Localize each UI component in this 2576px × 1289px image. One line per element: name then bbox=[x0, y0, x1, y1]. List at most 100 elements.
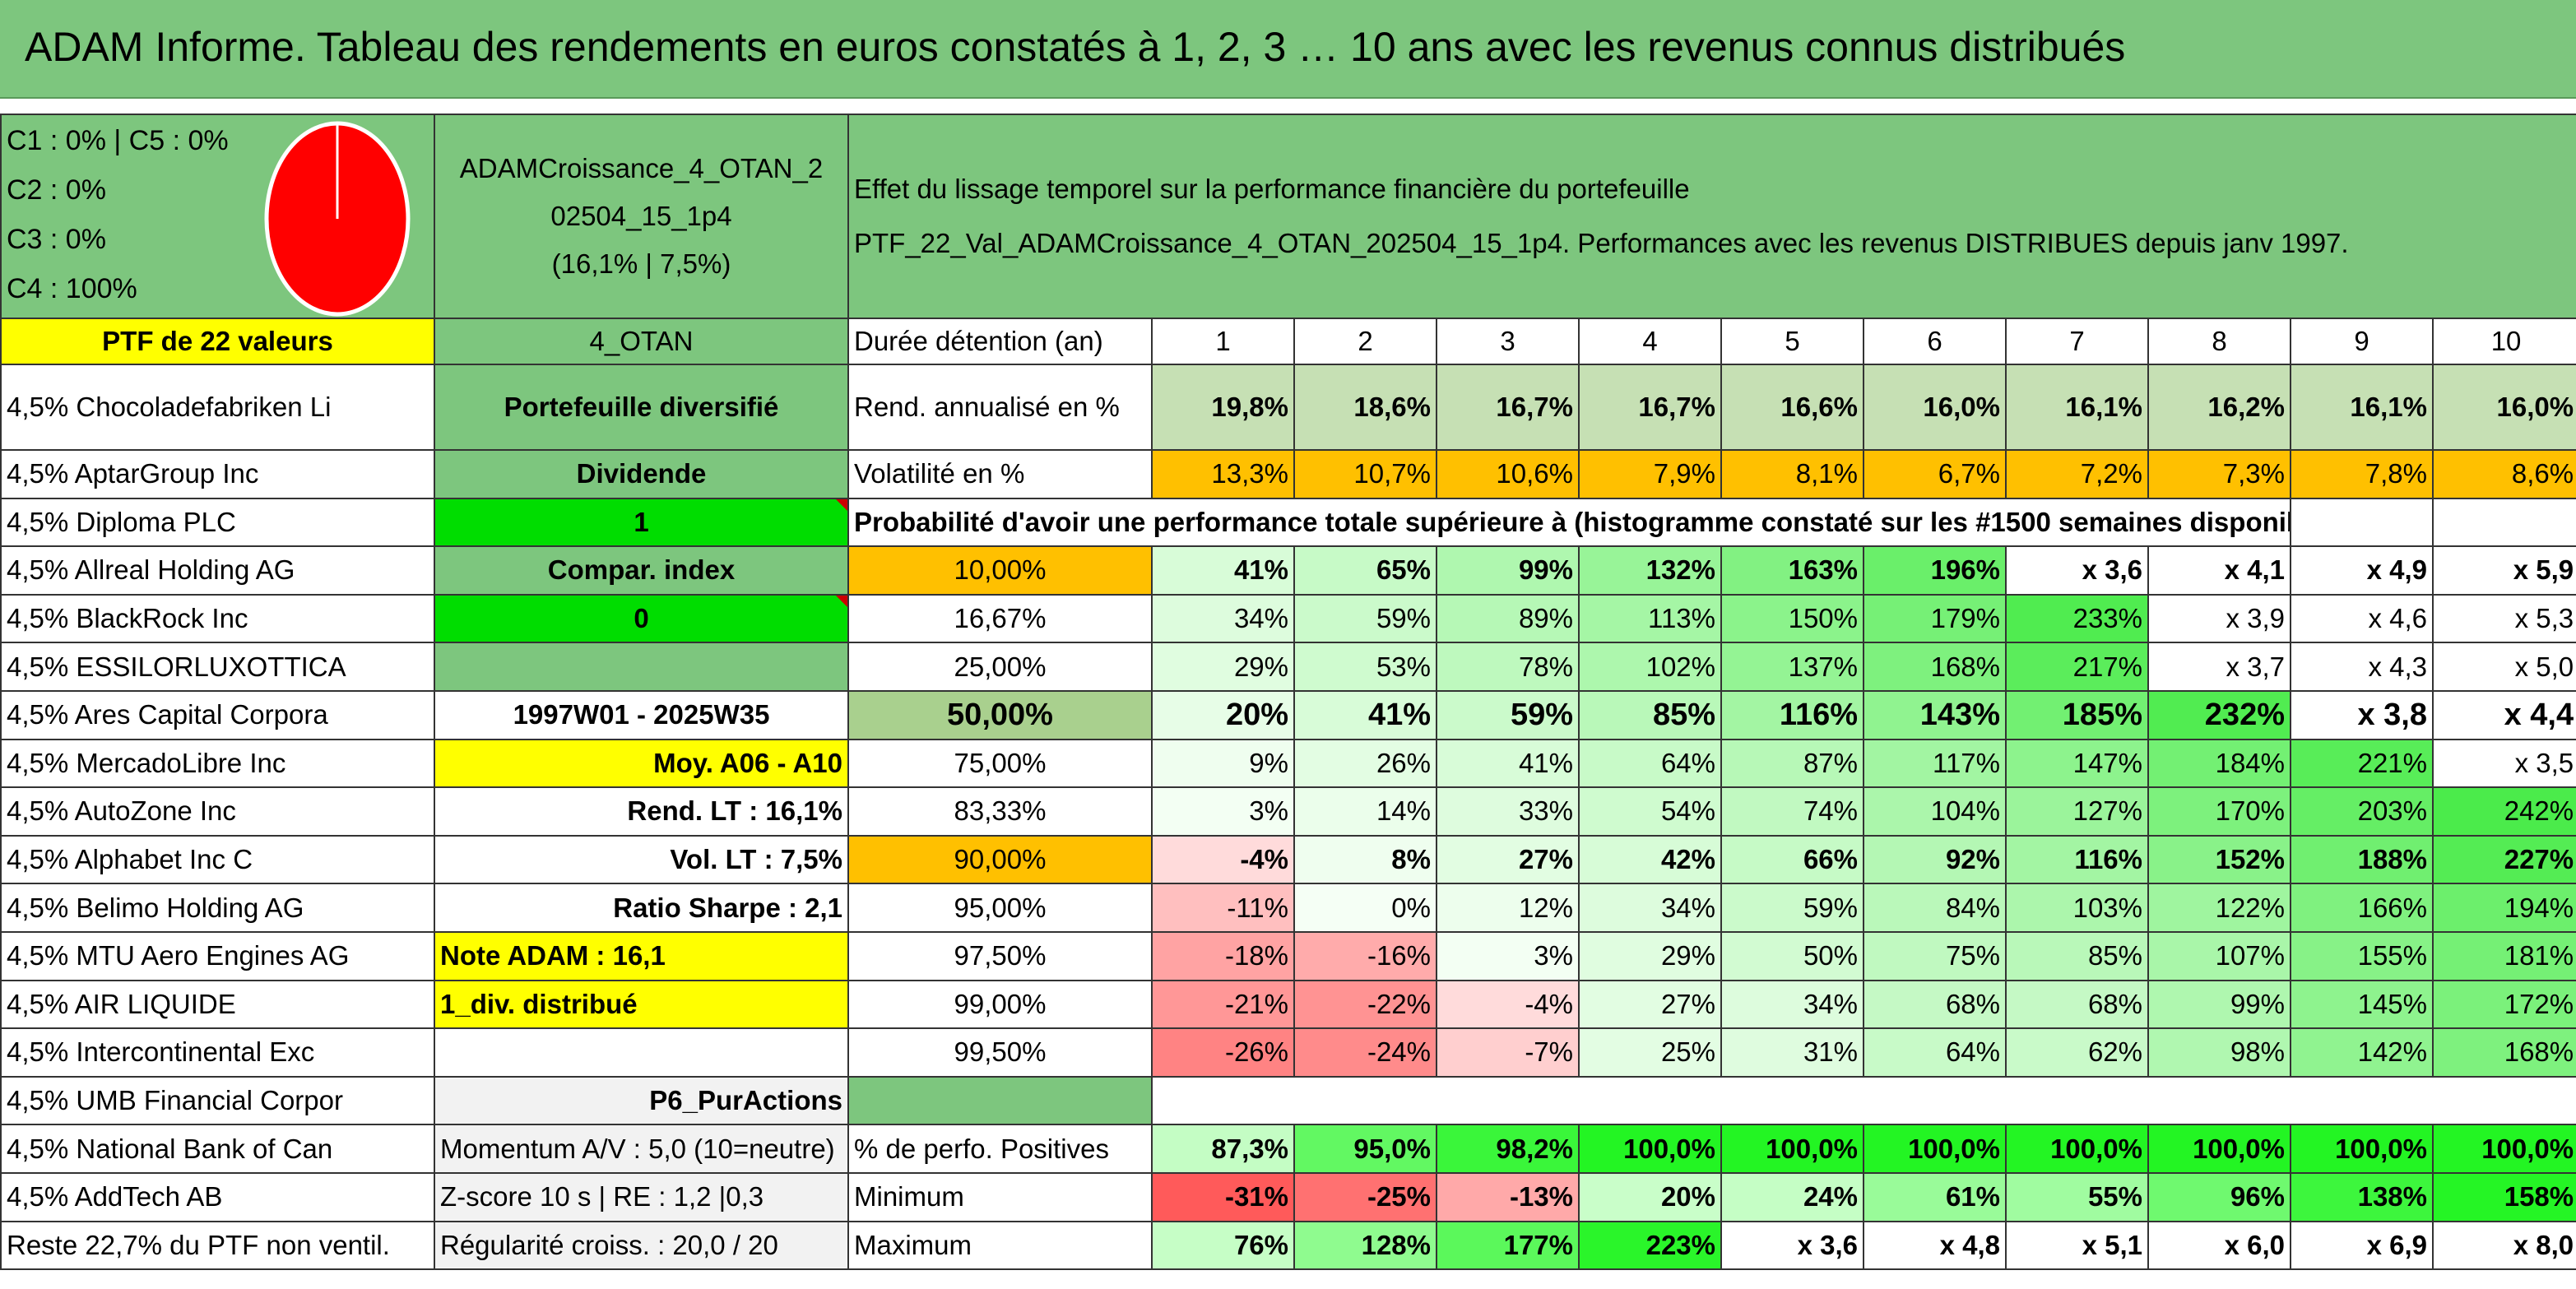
probability-value: x 3,6 bbox=[2005, 545, 2149, 596]
rend-value: 19,8% bbox=[1151, 364, 1295, 451]
positive-perf-value: 98,2% bbox=[1436, 1124, 1580, 1174]
probability-value: 98% bbox=[2147, 1027, 2291, 1078]
holding-name: 4,5% BlackRock Inc bbox=[0, 593, 435, 644]
year-header: 9 bbox=[2290, 318, 2434, 365]
holding-name: 4,5% MTU Aero Engines AG bbox=[0, 930, 435, 981]
probability-value: 242% bbox=[2431, 786, 2576, 837]
probability-value: 50% bbox=[1720, 930, 1864, 981]
holding-row: 4,5% AddTech AB Z-score 10 s | RE : 1,2 |… bbox=[0, 1171, 2576, 1222]
probability-value: 122% bbox=[2147, 883, 2291, 933]
probability-threshold: 83,33% bbox=[847, 786, 1153, 837]
probability-value: 66% bbox=[1720, 834, 1864, 885]
legend-line-c3: C3 : 0% bbox=[7, 224, 106, 255]
probability-value: 152% bbox=[2147, 834, 2291, 885]
probability-value: 59% bbox=[1720, 883, 1864, 933]
probability-value: 142% bbox=[2290, 1027, 2434, 1078]
probability-value: 137% bbox=[1720, 642, 1864, 692]
info-cell: 0 bbox=[434, 593, 849, 644]
probability-value: 34% bbox=[1578, 883, 1722, 933]
rend-value: 16,0% bbox=[1863, 364, 2007, 451]
probability-value: 181% bbox=[2431, 930, 2576, 981]
rend-value: 16,2% bbox=[2147, 364, 2291, 451]
volatility-value: 7,8% bbox=[2290, 449, 2434, 499]
probability-value: 74% bbox=[1720, 786, 1864, 837]
positive-perf-value: 100,0% bbox=[1578, 1124, 1722, 1174]
probability-value: x 4,4 bbox=[2431, 689, 2576, 740]
minimum-value: 24% bbox=[1720, 1171, 1864, 1222]
portfolio-name-line2: 02504_15_1p4 bbox=[550, 201, 732, 231]
rend-value: 16,1% bbox=[2005, 364, 2149, 451]
holding-name: 4,5% Ares Capital Corpora bbox=[0, 689, 435, 740]
minimum-value: 96% bbox=[2147, 1171, 2291, 1222]
duration-header-row: PTF de 22 valeurs 4_OTAN Durée détention (… bbox=[0, 318, 2576, 365]
probability-threshold: 50,00% bbox=[847, 689, 1153, 740]
probability-value: 31% bbox=[1720, 1027, 1864, 1078]
probability-value: 145% bbox=[2290, 979, 2434, 1030]
info-cell bbox=[434, 642, 849, 692]
probability-threshold: 16,67% bbox=[847, 593, 1153, 644]
probability-value: 27% bbox=[1436, 834, 1580, 885]
probability-value: 143% bbox=[1863, 689, 2007, 740]
positive-perf-value: 100,0% bbox=[2431, 1124, 2576, 1174]
probability-value: 168% bbox=[1863, 642, 2007, 692]
probability-value: 116% bbox=[1720, 689, 1864, 740]
rend-value: 16,6% bbox=[1720, 364, 1864, 451]
probability-value: 8% bbox=[1293, 834, 1437, 885]
portfolio-stats: (16,1% | 7,5%) bbox=[551, 248, 731, 279]
probability-value: 103% bbox=[2005, 883, 2149, 933]
probability-value: 188% bbox=[2290, 834, 2434, 885]
probability-value: 84% bbox=[1863, 883, 2007, 933]
holding-row: 4,5% Chocoladefabriken Li Portefeuille di… bbox=[0, 364, 2576, 451]
maximum-value: 76% bbox=[1151, 1220, 1295, 1271]
info-cell: 1 bbox=[434, 497, 849, 548]
probability-value: 26% bbox=[1293, 738, 1437, 789]
year-header: 7 bbox=[2005, 318, 2149, 365]
maximum-value: x 5,1 bbox=[2005, 1220, 2149, 1271]
holding-row: 4,5% Alphabet Inc C Vol. LT : 7,5% 90,00% -… bbox=[0, 834, 2576, 885]
probability-value: 185% bbox=[2005, 689, 2149, 740]
holding-row: Reste 22,7% du PTF non ventil. Régularité… bbox=[0, 1220, 2576, 1271]
legend-line-c4: C4 : 100% bbox=[7, 273, 137, 304]
header-block-row: C1 : 0% | C5 : 0% C2 : 0% C3 : 0% C4 : 1… bbox=[0, 114, 2576, 319]
probability-value: 0% bbox=[1293, 883, 1437, 933]
probability-value: 34% bbox=[1720, 979, 1864, 1030]
page-title: ADAM Informe. Tableau des rendements en … bbox=[25, 24, 2126, 70]
maximum-value: x 8,0 bbox=[2431, 1220, 2576, 1271]
minimum-value: 158% bbox=[2431, 1171, 2576, 1222]
probability-value: 62% bbox=[2005, 1027, 2149, 1078]
otan-label: 4_OTAN bbox=[434, 318, 849, 365]
probability-value: x 3,9 bbox=[2147, 593, 2291, 644]
holding-row: 4,5% ESSILORLUXOTTICA 25,00% 29% 53% 78% 102%… bbox=[0, 642, 2576, 692]
info-cell: Compar. index bbox=[434, 545, 849, 596]
probability-value: 155% bbox=[2290, 930, 2434, 981]
holding-name: 4,5% National Bank of Can bbox=[0, 1124, 435, 1174]
probability-value: 89% bbox=[1436, 593, 1580, 644]
info-cell: Moy. A06 - A10 bbox=[434, 738, 849, 789]
probability-value: x 3,8 bbox=[2290, 689, 2434, 740]
probability-value: 42% bbox=[1578, 834, 1722, 885]
probability-value: 68% bbox=[2005, 979, 2149, 1030]
info-cell: Note ADAM : 16,1 bbox=[434, 930, 849, 981]
volatility-label: Volatilité en % bbox=[847, 449, 1153, 499]
volatility-value: 7,2% bbox=[2005, 449, 2149, 499]
probability-value: 132% bbox=[1578, 545, 1722, 596]
description-cell: Effet du lissage temporel sur la perform… bbox=[847, 114, 2576, 319]
maximum-value: 177% bbox=[1436, 1220, 1580, 1271]
rend-value: 16,7% bbox=[1436, 364, 1580, 451]
description-line1: Effet du lissage temporel sur la perform… bbox=[854, 174, 1690, 204]
probability-value: x 4,1 bbox=[2147, 545, 2291, 596]
probability-value: 9% bbox=[1151, 738, 1295, 789]
probability-value: x 5,3 bbox=[2431, 593, 2576, 644]
probability-value: 232% bbox=[2147, 689, 2291, 740]
ptf-count-label: PTF de 22 valeurs bbox=[0, 318, 435, 365]
rend-value: 16,7% bbox=[1578, 364, 1722, 451]
year-header: 8 bbox=[2147, 318, 2291, 365]
probability-value: x 5,9 bbox=[2431, 545, 2576, 596]
year-header: 6 bbox=[1863, 318, 2007, 365]
probability-value: -18% bbox=[1151, 930, 1295, 981]
probability-value: 116% bbox=[2005, 834, 2149, 885]
probability-value: -4% bbox=[1436, 979, 1580, 1030]
blank-cell bbox=[2290, 497, 2434, 548]
info-cell: Vol. LT : 7,5% bbox=[434, 834, 849, 885]
probability-header: Probabilité d'avoir une performance tota… bbox=[847, 497, 2291, 548]
